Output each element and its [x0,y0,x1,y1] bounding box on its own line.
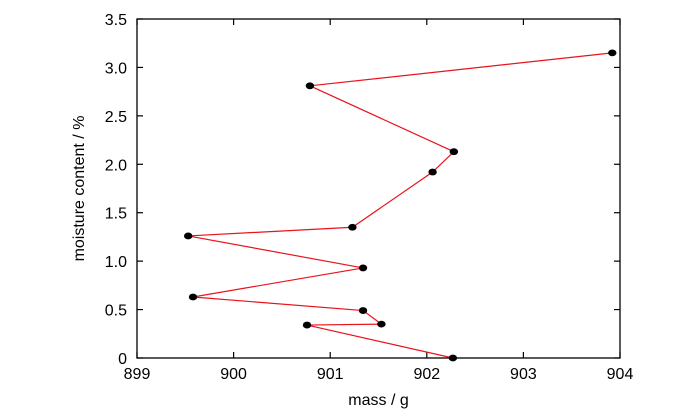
x-axis-title: mass / g [348,392,408,409]
data-layer [183,49,617,362]
y-tick-label: 3.5 [105,12,127,29]
data-point [305,82,315,90]
y-tick-label: 3.0 [105,60,127,77]
data-point [448,354,458,362]
data-point [608,49,617,57]
x-tick-label: 902 [413,366,440,383]
series-line [188,52,613,359]
y-axis-title: moisture content / % [71,116,88,262]
y-tick-label: 1.0 [105,254,127,271]
x-tick-label: 903 [510,366,537,383]
y-tick-label: 0 [118,351,127,368]
y-tick-label: 1.5 [105,206,127,223]
axes-layer: 899 900 901 902 903 904 0 0.5 1.0 1.5 2.0 2.5 3.0 3.5 [105,12,634,383]
data-point [302,321,312,329]
plot-frame [136,18,621,359]
x-tick-label: 900 [220,366,247,383]
x-tick-label: 899 [124,366,151,383]
y-tick-label: 0.5 [105,303,127,320]
y-tick-label: 2.5 [105,109,127,126]
x-tick-label: 901 [317,366,344,383]
y-tick-label: 2.0 [105,157,127,174]
data-point [358,307,368,314]
data-point [183,232,193,240]
data-point [449,148,459,156]
data-point [188,293,198,301]
data-point [358,264,368,272]
data-point [428,168,437,176]
data-point [348,223,357,231]
data-point [377,320,386,328]
x-tick-label: 904 [607,366,634,383]
